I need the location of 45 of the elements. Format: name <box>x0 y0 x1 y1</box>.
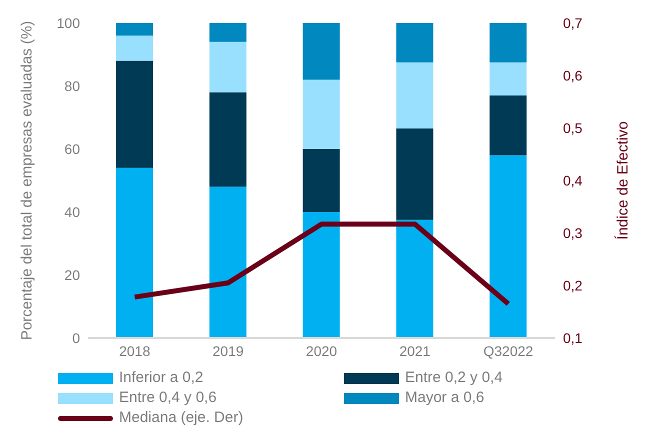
legend-label: Mediana (eje. Der) <box>119 408 244 428</box>
y-tick-label: 60 <box>64 140 80 157</box>
x-tick-label: 2018 <box>119 342 150 359</box>
y2-axis-title: Índice de Efectivo <box>613 121 632 240</box>
bar <box>396 220 434 338</box>
y-tick-label: 0 <box>72 330 80 346</box>
bar <box>116 168 154 338</box>
bar <box>396 128 434 220</box>
y2-tick-label: 0,3 <box>563 224 583 241</box>
bar <box>302 212 340 338</box>
bar <box>116 60 154 168</box>
legend-label: Mayor a 0,6 <box>405 388 484 408</box>
bar <box>396 23 434 62</box>
bar <box>209 23 246 42</box>
bar <box>302 80 340 149</box>
y-tick-label: 40 <box>64 204 80 220</box>
bar <box>490 95 527 156</box>
x-tick-label: 2020 <box>306 342 338 359</box>
legend-label: Entre 0,4 y 0,6 <box>119 388 217 408</box>
x-tick-label: 2021 <box>399 342 431 359</box>
legend-label: Entre 0,2 y 0,4 <box>405 368 503 388</box>
y2-tick-label: 0,4 <box>563 172 583 188</box>
y-axis-title: Porcentaje del total de empresas evaluadas (%) <box>18 20 36 340</box>
bar <box>116 36 154 61</box>
bar <box>490 155 527 338</box>
y2-tick-label: 0,5 <box>563 120 583 136</box>
y2-tick-label: 0,1 <box>563 330 583 346</box>
y2-tick-label: 0,6 <box>563 67 583 84</box>
bar <box>209 186 246 338</box>
bar <box>209 92 246 187</box>
y-tick-label: 20 <box>64 266 80 283</box>
y-tick-label: 80 <box>64 78 80 94</box>
bar <box>116 23 154 36</box>
x-tick-label: 2019 <box>212 342 244 359</box>
x-tick-label: Q32022 <box>483 342 534 359</box>
bar <box>302 23 340 80</box>
y2-tick-label: 0,2 <box>563 277 583 294</box>
bar <box>302 149 340 212</box>
legend-label: Inferior a 0,2 <box>119 368 204 388</box>
bar <box>209 42 246 92</box>
bar <box>490 23 527 62</box>
y2-tick-label: 0,7 <box>563 14 583 31</box>
bar <box>490 62 527 96</box>
y-tick-label: 100 <box>56 14 80 31</box>
bar <box>396 62 434 129</box>
